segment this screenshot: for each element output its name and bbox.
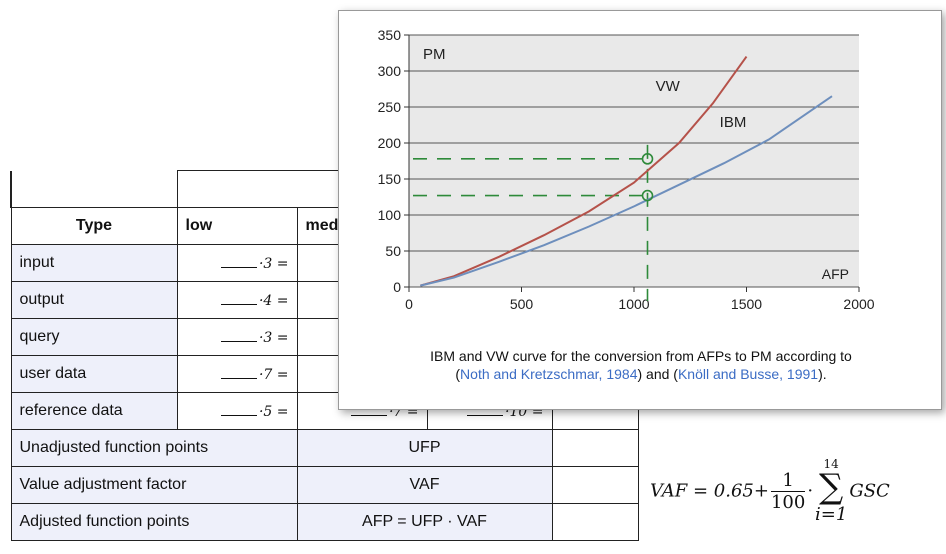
x-tick-label: 0 xyxy=(405,296,413,312)
summary-row: Unadjusted function points UFP xyxy=(10,429,639,467)
type-cell: user data xyxy=(10,355,178,393)
low-multiplier-cell: ·4 = xyxy=(176,281,298,319)
conversion-chart: 0 50 100 150 200 250 300 350 0 500 1000 1500 2000 PM A… xyxy=(378,27,875,312)
figure-panel: 0 50 100 150 200 250 300 350 0 500 1000 1500 2000 PM A… xyxy=(338,10,942,410)
blank-line xyxy=(467,403,504,416)
low-multiplier-cell-text: ·3 = xyxy=(258,329,289,346)
caption-paren: ( xyxy=(455,366,461,382)
summary-label: Adjusted function points xyxy=(10,503,298,541)
blank-line xyxy=(220,292,257,305)
low-multiplier-cell-text: ·4 = xyxy=(258,292,289,309)
legend-label-ibm: IBM xyxy=(720,114,747,131)
y-tick-label: 300 xyxy=(378,63,402,79)
summary-label: Value adjustment factor xyxy=(10,466,298,504)
y-tick-label: 0 xyxy=(393,279,401,295)
low-multiplier-cell: ·3 = xyxy=(176,244,298,282)
fraction-denominator: 100 xyxy=(770,492,806,513)
type-cell-text: reference data xyxy=(19,402,123,419)
figure-caption: IBM and VW curve for the conversion from… xyxy=(339,347,943,383)
summary-value: AFP = UFP · VAF xyxy=(296,503,553,541)
type-cell-text: query xyxy=(19,328,60,345)
type-cell: output xyxy=(10,281,178,319)
low-multiplier-cell: ·7 = xyxy=(176,355,298,393)
caption-paren: ) and ( xyxy=(637,366,678,382)
annotation-circle xyxy=(641,153,654,165)
summary-value: UFP xyxy=(296,429,553,467)
formula-fraction: 1 100 xyxy=(770,470,806,513)
citation-link[interactable]: Knöll and Busse, 1991 xyxy=(677,366,819,382)
x-axis-label: AFP xyxy=(822,266,849,282)
summary-row: Value adjustment factor VAF xyxy=(10,466,639,504)
x-tick-label: 500 xyxy=(510,296,534,312)
blank-line xyxy=(220,366,257,379)
y-axis-label: PM xyxy=(423,46,446,63)
annotation-circle xyxy=(641,189,654,202)
x-tick-label: 1000 xyxy=(618,296,649,312)
type-cell: reference data xyxy=(10,392,178,430)
formula-sum: 14 ∑ i=1 xyxy=(815,458,847,525)
low-multiplier-cell-text: ·7 = xyxy=(258,366,289,383)
summary-label: Unadjusted function points xyxy=(10,429,298,467)
low-multiplier-cell: ·3 = xyxy=(176,318,298,356)
x-tick-label: 1500 xyxy=(731,296,762,312)
summary-result-cell xyxy=(551,503,639,541)
blank-line xyxy=(220,255,257,268)
summary-result-cell xyxy=(551,429,639,467)
plot-background xyxy=(409,35,859,287)
blank-line xyxy=(220,403,257,416)
caption-text: IBM and VW curve for the conversion from… xyxy=(430,348,852,364)
y-tick-label: 250 xyxy=(378,99,402,115)
summary-value: VAF xyxy=(296,466,553,504)
legend-label-vw: VW xyxy=(656,78,681,95)
sum-lower-limit: i=1 xyxy=(815,504,848,525)
vaf-formula: VAF = 0.65+ 1 100 · 14 ∑ i=1GSC xyxy=(650,458,890,525)
y-tick-label: 150 xyxy=(378,171,402,187)
fraction-numerator: 1 xyxy=(770,470,806,492)
low-multiplier-cell-text: ·5 = xyxy=(258,403,289,420)
type-header: Type xyxy=(10,207,178,245)
formula-dot: · xyxy=(807,480,814,502)
type-cell-text: user data xyxy=(19,365,87,382)
type-cell-text: output xyxy=(19,291,64,308)
type-cell: query xyxy=(10,318,178,356)
type-cell: input xyxy=(10,244,178,282)
y-tick-label: 100 xyxy=(378,207,402,223)
series-line-vw xyxy=(420,56,748,287)
series-line-ibm xyxy=(420,95,833,287)
citation-link[interactable]: Noth and Kretzschmar, 1984 xyxy=(460,366,638,382)
blank-line xyxy=(220,329,257,342)
caption-paren: ). xyxy=(818,366,827,382)
blank-line xyxy=(350,403,387,416)
x-tick-label: 2000 xyxy=(843,296,874,312)
formula-rhs: GSC xyxy=(849,480,890,502)
summary-row: Adjusted function points AFP = UFP · VAF xyxy=(10,503,639,541)
low-multiplier-cell: ·5 = xyxy=(176,392,298,430)
y-tick-label: 350 xyxy=(378,27,402,43)
sum-symbol: ∑ xyxy=(819,467,844,507)
sum-upper-limit: 14 xyxy=(823,457,839,471)
y-tick-label: 50 xyxy=(385,243,401,259)
low-multiplier-cell-text: ·3 = xyxy=(258,255,289,272)
summary-result-cell xyxy=(551,466,639,504)
empty-header-cell xyxy=(10,170,178,208)
low-header: low xyxy=(176,207,298,245)
formula-lhs: VAF = 0.65+ xyxy=(650,480,769,502)
y-tick-label: 200 xyxy=(378,135,402,151)
type-cell-text: input xyxy=(19,254,55,271)
